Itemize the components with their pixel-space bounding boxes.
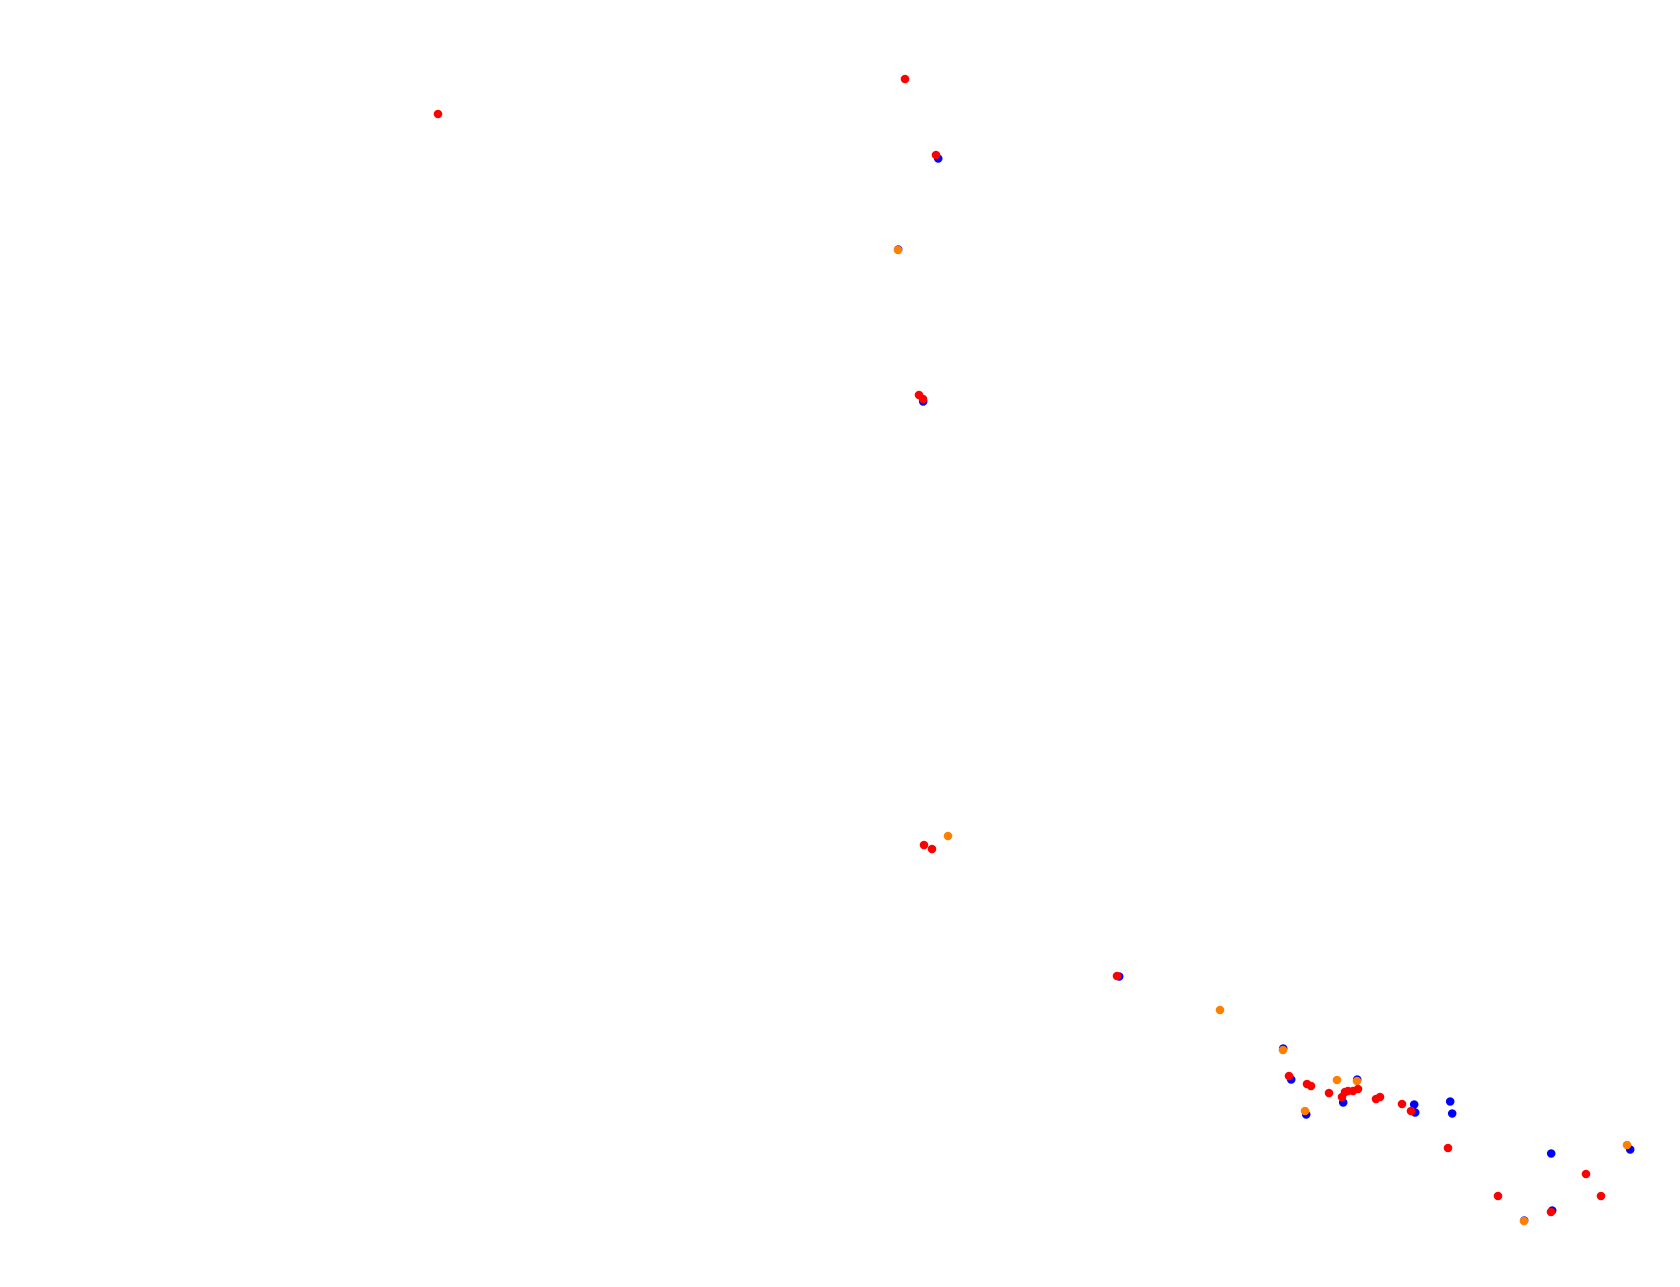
data-point xyxy=(433,109,443,119)
data-point xyxy=(1493,1191,1503,1201)
data-point xyxy=(1447,1109,1457,1118)
data-point xyxy=(927,844,937,854)
data-point xyxy=(1409,1100,1419,1109)
data-point xyxy=(931,150,941,160)
data-point xyxy=(1546,1149,1556,1158)
data-point xyxy=(1278,1045,1288,1055)
data-point xyxy=(1596,1191,1606,1201)
data-point xyxy=(1324,1088,1334,1098)
data-point xyxy=(900,74,910,84)
data-point xyxy=(1352,1076,1362,1086)
data-point xyxy=(1375,1092,1385,1102)
data-point xyxy=(1622,1140,1632,1150)
data-point xyxy=(1353,1084,1363,1094)
data-point xyxy=(1406,1106,1416,1116)
data-point xyxy=(1445,1097,1455,1106)
data-point xyxy=(1112,971,1122,981)
data-point xyxy=(1397,1099,1407,1109)
data-point xyxy=(1443,1143,1453,1153)
data-point xyxy=(1340,1087,1350,1097)
data-point xyxy=(1519,1216,1529,1226)
data-point xyxy=(1332,1075,1342,1085)
data-point xyxy=(1300,1106,1310,1116)
data-point xyxy=(1546,1207,1556,1217)
series-2 xyxy=(433,74,1606,1217)
series-1 xyxy=(893,245,1632,1226)
data-point xyxy=(918,394,928,404)
data-point xyxy=(893,245,903,255)
data-point xyxy=(919,840,929,850)
data-point xyxy=(1215,1005,1225,1015)
series-0 xyxy=(893,154,1635,1225)
data-point xyxy=(1306,1081,1316,1091)
data-point xyxy=(1581,1169,1591,1179)
data-point xyxy=(943,831,953,841)
data-point xyxy=(1284,1071,1294,1081)
